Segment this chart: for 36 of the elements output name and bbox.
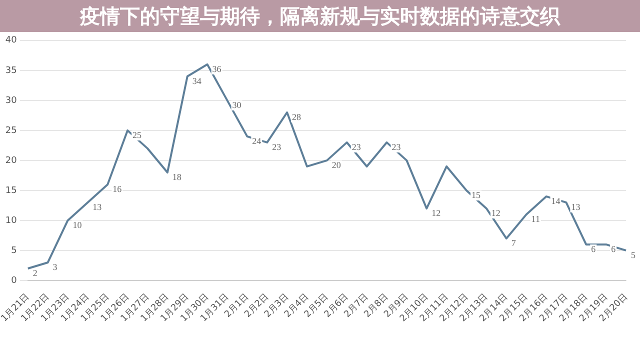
y-tick-label: 10: [5, 216, 18, 226]
data-label: 36: [212, 64, 222, 74]
y-tick-label: 25: [5, 126, 17, 136]
data-label: 13: [571, 202, 581, 212]
data-label: 30: [232, 100, 242, 110]
data-label: 12: [491, 208, 500, 218]
data-label: 18: [172, 172, 182, 182]
chart-title: 疫情下的守望与期待，隔离新规与实时数据的诗意交织: [0, 0, 640, 32]
data-label: 23: [272, 142, 282, 152]
data-label: 10: [72, 220, 82, 230]
data-label: 7: [511, 238, 516, 248]
data-label: 6: [611, 244, 616, 254]
data-label: 20: [332, 160, 342, 170]
y-tick-label: 0: [11, 276, 18, 286]
y-tick-label: 5: [11, 246, 17, 256]
data-label: 3: [52, 262, 58, 272]
y-tick-label: 20: [5, 156, 18, 166]
data-label: 16: [112, 184, 122, 194]
data-label: 34: [192, 76, 202, 86]
data-label: 14: [551, 196, 561, 206]
y-tick-label: 30: [5, 96, 18, 106]
data-label: 28: [292, 112, 302, 122]
data-label: 24: [252, 136, 262, 146]
data-label: 25: [132, 130, 142, 140]
data-label: 6: [591, 244, 596, 254]
y-tick-label: 35: [5, 66, 17, 76]
data-label: 5: [631, 250, 636, 260]
data-label: 13: [92, 202, 102, 212]
data-label: 2: [32, 268, 38, 278]
data-label: 12: [432, 208, 441, 218]
data-label: 23: [392, 142, 402, 152]
data-label: 11: [531, 214, 540, 224]
y-tick-label: 15: [5, 186, 17, 196]
data-label: 23: [352, 142, 362, 152]
y-tick-label: 40: [5, 36, 18, 46]
data-label: 15: [472, 190, 481, 200]
